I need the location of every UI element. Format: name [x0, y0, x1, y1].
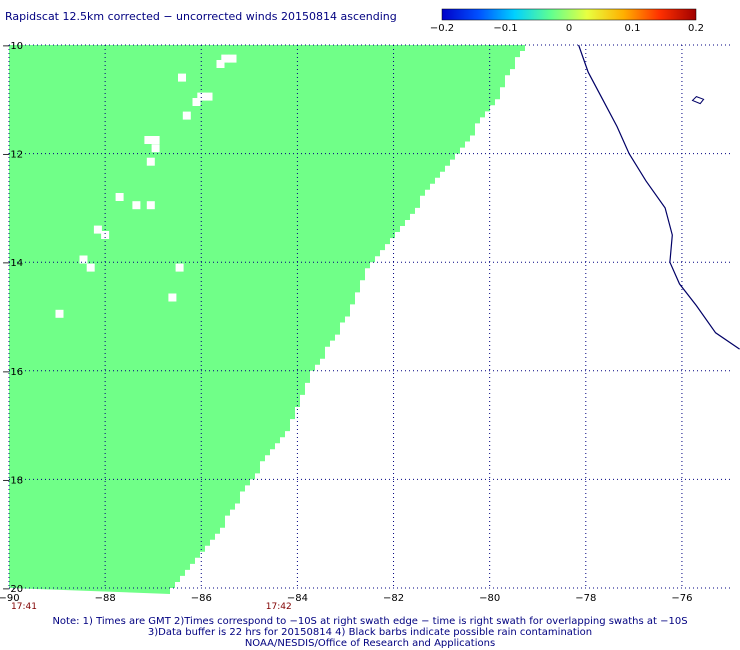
coastline — [578, 44, 740, 350]
missing-cell — [182, 111, 191, 120]
missing-cell — [55, 309, 64, 318]
missing-cell — [115, 193, 124, 201]
note-line-2: 3)Data buffer is 22 hrs for 20150814 4) … — [147, 627, 593, 638]
missing-cell — [146, 201, 155, 210]
missing-cell — [228, 54, 237, 63]
latitude-label: −14 — [2, 258, 23, 269]
swath-polygon — [9, 45, 525, 594]
missing-cell — [93, 225, 102, 234]
map-title: Rapidscat 12.5km corrected − uncorrected… — [5, 10, 397, 23]
swath-area — [9, 45, 525, 594]
missing-cell — [151, 136, 160, 144]
missing-cell — [79, 255, 88, 264]
missing-data-cells — [55, 54, 237, 318]
missing-cell — [168, 293, 177, 302]
latitude-labels: −10 −12 −14 −16 −18 −20 — [2, 41, 23, 595]
colorbar-tick-label: −0.1 — [493, 23, 517, 34]
latitude-label: −12 — [2, 150, 23, 161]
longitude-label: −80 — [479, 593, 500, 604]
missing-cell — [144, 136, 153, 144]
longitude-label: −82 — [383, 593, 404, 604]
longitude-label: −76 — [671, 593, 692, 604]
missing-cell — [204, 92, 213, 101]
latitude-label: −10 — [2, 41, 23, 52]
note-line-1: Note: 1) Times are GMT 2)Times correspon… — [52, 616, 688, 627]
note-line-3: NOAA/NESDIS/Office of Research and Appli… — [244, 638, 496, 649]
colorbar-tick-labels: −0.2 −0.1 0 0.1 0.2 — [430, 23, 704, 34]
longitude-label: −86 — [191, 593, 212, 604]
latitude-label: −18 — [2, 475, 23, 486]
time-label: 17:41 — [11, 602, 37, 612]
longitude-label: −84 — [287, 593, 308, 604]
missing-cell — [101, 231, 110, 239]
missing-cell — [221, 54, 230, 63]
graticule — [8, 44, 730, 589]
coastline-path — [578, 44, 740, 350]
time-labels: 17:41 17:42 — [11, 602, 292, 612]
colorbar-tick-label: 0 — [566, 23, 572, 34]
longitude-label: −78 — [575, 593, 596, 604]
missing-cell — [151, 144, 160, 153]
longitude-label: −88 — [95, 593, 116, 604]
missing-cell — [86, 263, 95, 272]
longitude-labels: −90 −88 −86 −84 −82 −80 −78 −76 — [0, 593, 692, 604]
longitude-label: −90 — [0, 593, 20, 604]
missing-cell — [175, 263, 184, 272]
latitude-label: −16 — [2, 367, 23, 378]
missing-cell — [197, 92, 206, 101]
colorbar-tick-label: −0.2 — [430, 23, 454, 34]
missing-cell — [178, 73, 186, 82]
missing-cell — [146, 157, 155, 166]
colorbar-tick-label: 0.2 — [688, 23, 704, 34]
colorbar-tick-label: 0.1 — [625, 23, 641, 34]
missing-cell — [132, 201, 141, 210]
missing-cell — [192, 98, 201, 106]
missing-cell — [216, 60, 225, 68]
colorbar-gradient — [441, 8, 697, 21]
time-label: 17:42 — [266, 602, 292, 612]
latitude-label: −20 — [2, 584, 23, 595]
island-outline — [691, 96, 705, 105]
colorbar — [441, 8, 697, 21]
